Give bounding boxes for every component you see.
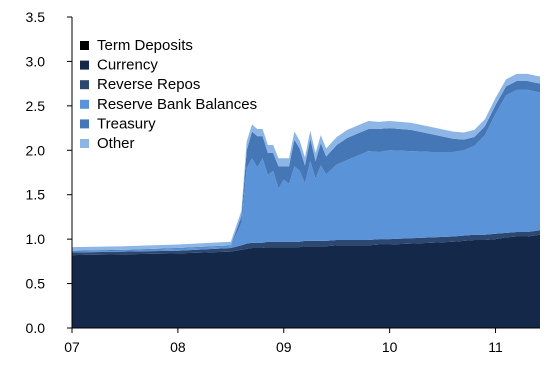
area-series-group [72, 73, 540, 328]
x-tick-label: 08 [170, 339, 186, 355]
legend-label-other: Other [97, 135, 135, 152]
legend: Term Deposits Currency Reverse Repos Reserv… [80, 37, 257, 152]
legend-swatch-reverse-repos [80, 80, 89, 90]
area-reserve-bank-balances [72, 89, 540, 253]
y-tick-label: 3.0 [26, 53, 46, 69]
y-tick-label: 0.5 [26, 276, 46, 292]
legend-swatch-other [80, 139, 89, 148]
y-tick-label: 3.5 [26, 9, 46, 25]
axes [71, 17, 540, 329]
y-tick-label: 2.5 [26, 98, 46, 114]
legend-swatch-currency [80, 60, 89, 70]
x-tick-label: 11 [488, 339, 503, 355]
legend-swatch-reserve-bank-balances [80, 99, 89, 109]
legend-label-reserve-bank-balances: Reserve Bank Balances [97, 96, 257, 113]
y-tick-label: 0.0 [26, 320, 46, 336]
y-tick-label: 1.5 [26, 187, 46, 203]
area-reverse-repos [72, 230, 540, 256]
x-tick-label: 07 [64, 339, 80, 355]
legend-label-treasury: Treasury [97, 115, 156, 132]
x-tick-label: 09 [276, 339, 292, 355]
legend-swatch-treasury [80, 119, 89, 129]
legend-swatch-term-deposits [80, 41, 89, 50]
y-axis-ticks: 0.0 0.5 1.0 1.5 2.0 2.5 3.0 3.5 [26, 9, 72, 336]
legend-label-reverse-repos: Reverse Repos [97, 76, 200, 93]
y-tick-label: 2.0 [26, 142, 46, 158]
y-tick-label: 1.0 [26, 231, 46, 247]
x-tick-label: 10 [382, 339, 398, 355]
legend-label-currency: Currency [97, 57, 158, 74]
area-treasury [72, 80, 540, 252]
area-currency [72, 234, 540, 328]
x-axis-ticks: 07 08 09 10 11 [64, 328, 503, 355]
legend-label-term-deposits: Term Deposits [97, 37, 193, 54]
